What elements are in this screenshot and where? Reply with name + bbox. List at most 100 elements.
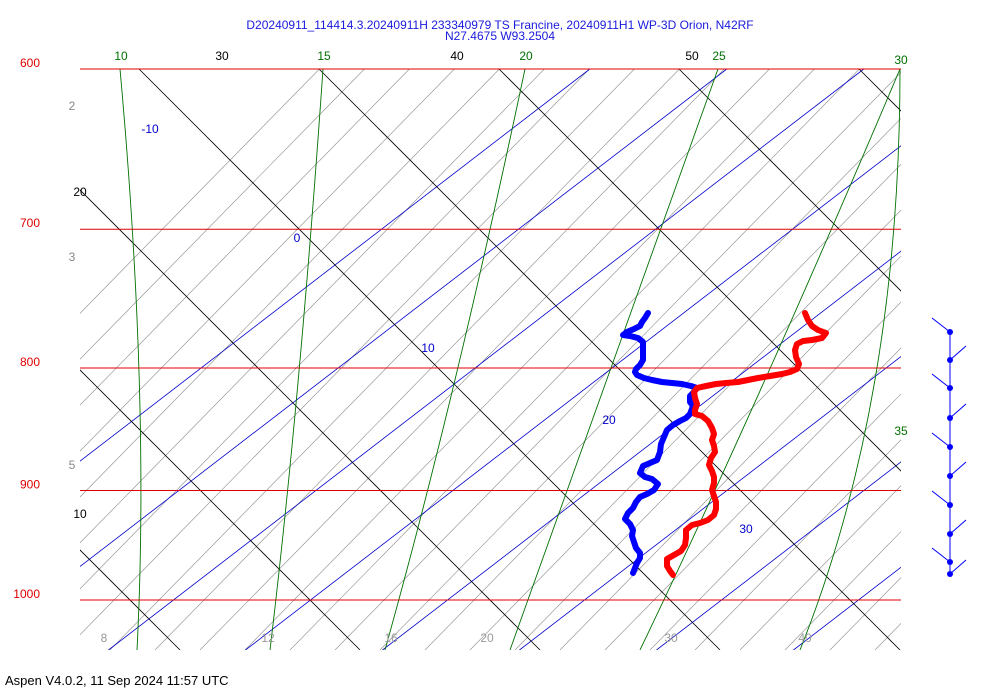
moist-adiabat-label: 15: [317, 49, 331, 63]
dewpoint-trace: [620, 310, 700, 576]
dry-adiabat-line: [318, 69, 901, 650]
dry-adiabat-label: 50: [685, 49, 699, 63]
pressure-label: 900: [20, 477, 40, 491]
mixing-ratio-line: [514, 255, 901, 650]
mixing-ratio-line: [199, 69, 770, 650]
mixing-ratio-line: [379, 117, 901, 650]
mixing-ratio-line: [604, 347, 901, 650]
pressure-label: 700: [20, 216, 40, 230]
isotherm-line: [656, 461, 901, 650]
moist-adiabat-label: 35: [894, 424, 908, 438]
mixing-ratio-line: [965, 69, 1000, 650]
mixing-ratio-line: [829, 577, 901, 650]
dry-adiabat-line: [498, 69, 901, 472]
mixing-ratio-line: [559, 301, 901, 650]
mixing-ratio-label: 3: [69, 250, 76, 264]
mixing-ratio-line: [80, 69, 410, 406]
temperature-axis-label: 16: [384, 631, 398, 645]
dry-adiabat-label: 40: [450, 49, 464, 63]
isotherm-label: 20: [602, 413, 616, 427]
wind-barb-flag: [931, 547, 951, 563]
mixing-ratio-line: [694, 439, 901, 650]
sounding-traces: [620, 310, 829, 578]
footer-text: Aspen V4.0.2, 11 Sep 2024 11:57 UTC: [5, 673, 229, 688]
dry-adiabat-line: [678, 69, 901, 292]
mixing-ratio-label: 2: [69, 99, 76, 113]
isotherm-label: 10: [421, 341, 435, 355]
wind-barb-flag: [949, 519, 967, 535]
isotherm-line: [80, 69, 728, 568]
dry-adiabat-line: [80, 189, 541, 650]
isotherm-label: 0: [294, 231, 301, 245]
isotherm-line: [382, 250, 901, 650]
mixing-ratio-line: [80, 69, 455, 452]
mixing-ratio-line: [80, 69, 545, 544]
moist-adiabat-label: 30: [894, 53, 908, 67]
pressure-label: 600: [20, 56, 40, 70]
mixing-ratio-line: [649, 393, 901, 650]
wind-barb-flag: [949, 403, 967, 419]
isobars: [80, 68, 901, 601]
temperature-axis-label: 40: [798, 631, 812, 645]
mixing-ratio-line: [80, 69, 590, 590]
isotherm-line: [108, 69, 865, 650]
mixing-ratio-line: [109, 69, 680, 650]
temperature-axis-label: 8: [101, 631, 108, 645]
isotherm-line: [245, 145, 901, 650]
mixing-ratio-line: [80, 69, 320, 314]
mixing-ratio-line: [874, 623, 901, 650]
chart-background-lines: [80, 69, 1000, 650]
moist-adiabat-line: [509, 69, 719, 650]
dry-adiabat-label: 30: [215, 49, 229, 63]
title-line-1: D20240911_114414.3.20240911H 233340979 T…: [246, 18, 754, 32]
temperature-axis-label: 20: [480, 631, 494, 645]
mixing-ratio-line: [80, 69, 500, 498]
dry-adiabat-line: [858, 69, 901, 112]
mixing-ratio-line: [80, 69, 365, 360]
dry-adiabat-label: 20: [73, 185, 87, 199]
dry-adiabat-label: 10: [73, 507, 87, 521]
isotherm-line: [80, 69, 591, 462]
chart-labels: 600 700 800 900 1000 8 12 16 20 30 40 -10 0 10 20 30 20 3…: [13, 49, 908, 645]
temperature-axis-label: 12: [261, 631, 275, 645]
dry-adiabat-line: [138, 69, 721, 650]
wind-barb-flag: [931, 490, 951, 506]
moist-adiabat-line: [384, 69, 526, 650]
moist-adiabat-line: [119, 69, 142, 650]
wind-barbs: [931, 317, 967, 577]
mixing-ratio-line: [424, 163, 901, 650]
mixing-ratio-line: [784, 531, 901, 650]
wind-barb-flag: [949, 345, 967, 361]
moist-adiabat-label: 25: [712, 49, 726, 63]
temperature-axis-label: 30: [664, 631, 678, 645]
mixing-ratio-line: [154, 69, 725, 650]
mixing-ratio-line: [469, 209, 901, 650]
dry-adiabat-line: [80, 549, 181, 650]
dry-adiabat-line: [80, 369, 361, 650]
pressure-label: 1000: [13, 587, 40, 601]
pressure-label: 800: [20, 355, 40, 369]
mixing-ratio-line: [739, 485, 901, 650]
mixing-ratio-label: 5: [69, 458, 76, 472]
mixing-ratio-line: [334, 72, 901, 650]
moist-adiabat-line: [799, 69, 901, 650]
wind-barb-flag: [931, 373, 951, 389]
wind-barb-flag: [931, 317, 951, 333]
moist-adiabat-label: 10: [114, 49, 128, 63]
mixing-ratio-line: [289, 69, 860, 650]
wind-barb-flag: [949, 559, 967, 575]
isotherm-line: [519, 356, 901, 650]
mixing-ratio-line: [920, 69, 1000, 650]
isotherm-label: 30: [739, 522, 753, 536]
wind-barb-flag: [931, 432, 951, 448]
wind-barb-flag: [949, 461, 967, 477]
mixing-ratio-line: [244, 69, 815, 650]
temperature-trace: [664, 310, 829, 578]
isotherm-line: [931, 69, 1000, 650]
chart-title: D20240911_114414.3.20240911H 233340979 T…: [0, 18, 1000, 43]
title-line-2: N27.4675 W93.2504: [444, 29, 556, 43]
isotherm-label: -10: [141, 122, 159, 136]
moist-adiabat-label: 20: [519, 49, 533, 63]
moist-adiabat-line: [269, 69, 324, 650]
